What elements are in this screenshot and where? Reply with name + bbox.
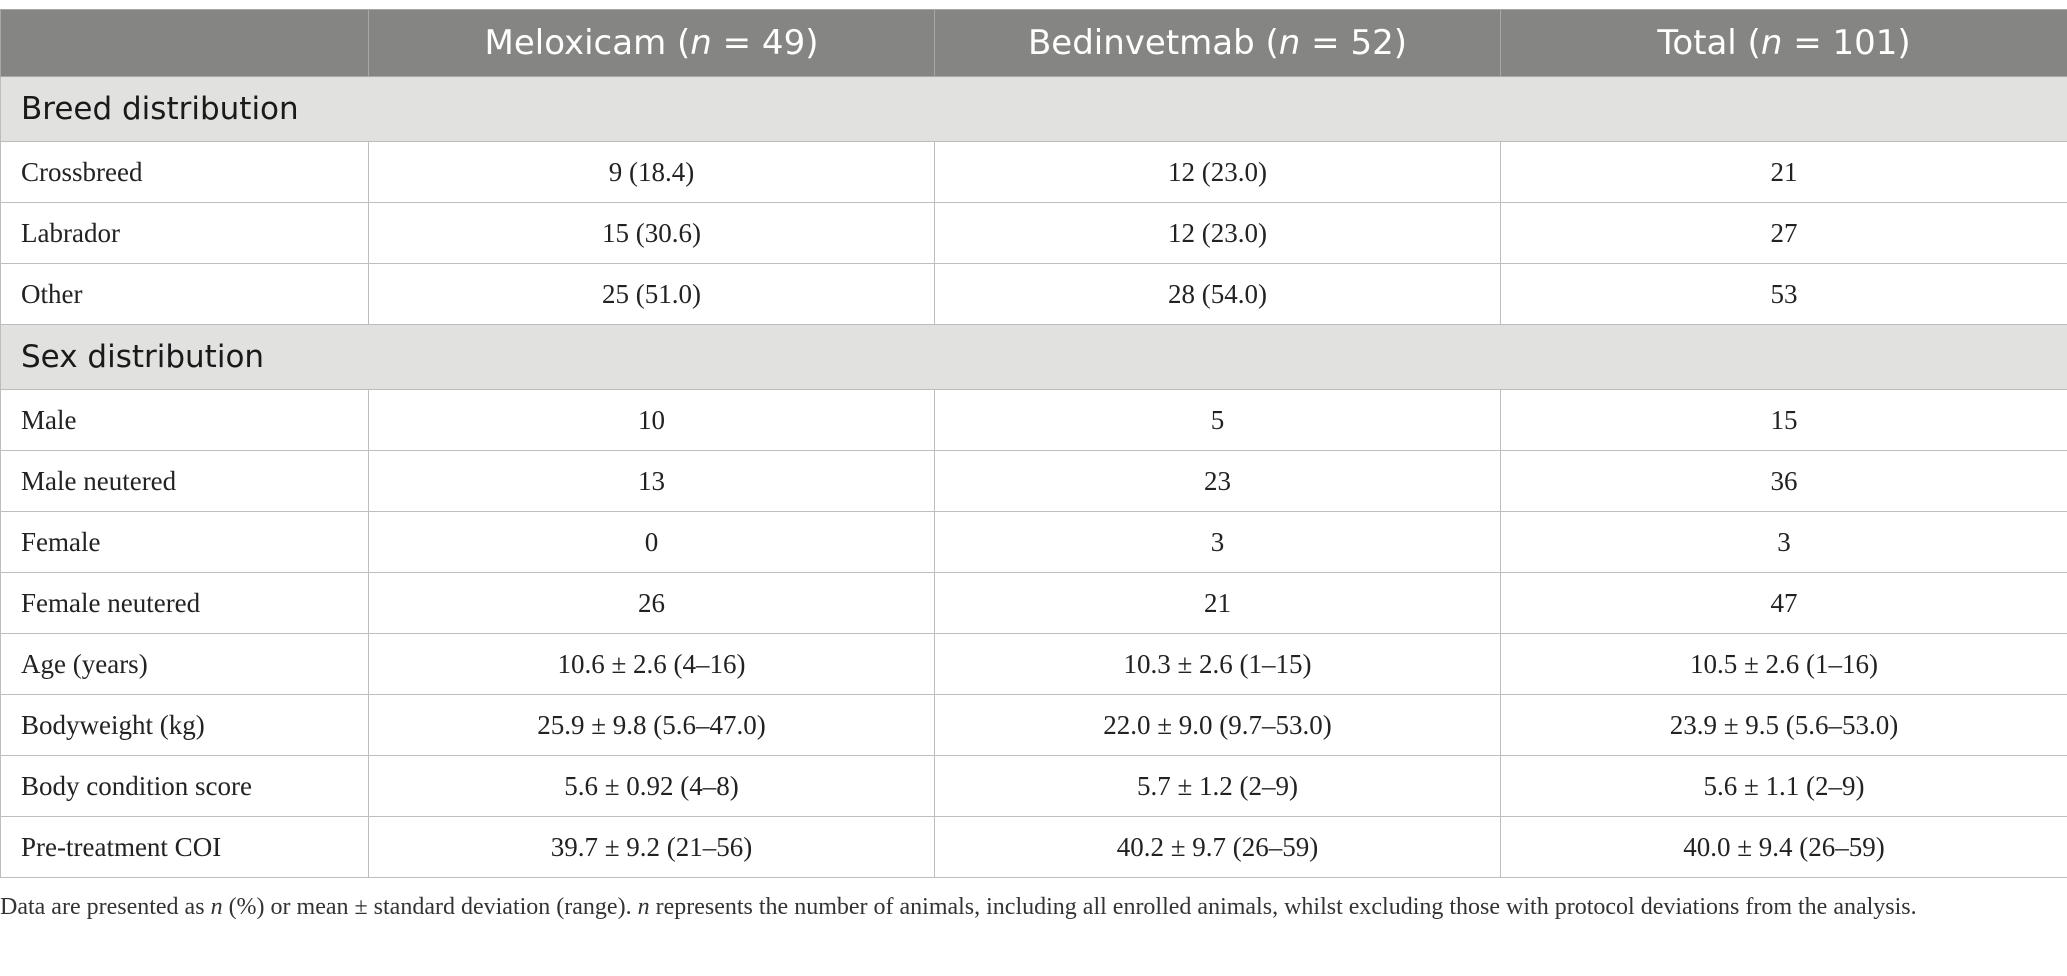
table-row: Other 25 (51.0) 28 (54.0) 53 <box>0 263 2067 325</box>
cell-bedinvetmab: 10.3 ± 2.6 (1–15) <box>934 633 1501 695</box>
cell-total: 36 <box>1500 450 2067 512</box>
section-title: Sex distribution <box>0 324 2067 390</box>
cell-total: 53 <box>1500 263 2067 325</box>
cell-bedinvetmab: 21 <box>934 572 1501 634</box>
cell-meloxicam: 0 <box>368 511 935 573</box>
footnote-part2: (%) or mean ± standard deviation (range)… <box>222 894 638 920</box>
row-label: Female neutered <box>0 572 369 634</box>
table-body: Breed distribution Crossbreed 9 (18.4) 1… <box>0 76 2067 878</box>
header-cell-meloxicam: Meloxicam (n = 49) <box>368 9 935 77</box>
table-row: Female 0 3 3 <box>0 511 2067 573</box>
cell-meloxicam: 13 <box>368 450 935 512</box>
header-cell-blank <box>0 9 369 77</box>
footnote-n2: n <box>637 894 650 920</box>
cell-total: 3 <box>1500 511 2067 573</box>
cell-total: 23.9 ± 9.5 (5.6–53.0) <box>1500 694 2067 756</box>
cell-meloxicam: 26 <box>368 572 935 634</box>
cell-bedinvetmab: 5 <box>934 389 1501 451</box>
header-total-post: = 101) <box>1782 23 1911 63</box>
table-row: Male neutered 13 23 36 <box>0 450 2067 512</box>
row-label: Female <box>0 511 369 573</box>
row-label: Male neutered <box>0 450 369 512</box>
cell-total: 21 <box>1500 141 2067 203</box>
header-cell-bedinvetmab: Bedinvetmab (n = 52) <box>934 9 1501 77</box>
row-label: Body condition score <box>0 755 369 817</box>
section-row-breed: Breed distribution <box>0 76 2067 142</box>
footnote-n1: n <box>210 894 223 920</box>
table-footnote: Data are presented as n (%) or mean ± st… <box>0 890 2060 924</box>
cell-meloxicam: 5.6 ± 0.92 (4–8) <box>368 755 935 817</box>
cell-bedinvetmab: 5.7 ± 1.2 (2–9) <box>934 755 1501 817</box>
demographics-table-container: Meloxicam (n = 49) Bedinvetmab (n = 52) … <box>0 9 2067 878</box>
table-row: Body condition score 5.6 ± 0.92 (4–8) 5.… <box>0 755 2067 817</box>
cell-meloxicam: 25 (51.0) <box>368 263 935 325</box>
cell-bedinvetmab: 22.0 ± 9.0 (9.7–53.0) <box>934 694 1501 756</box>
header-bedinvetmab-post: = 52) <box>1300 23 1407 63</box>
header-meloxicam-pre: Meloxicam ( <box>484 23 691 63</box>
table-row: Bodyweight (kg) 25.9 ± 9.8 (5.6–47.0) 22… <box>0 694 2067 756</box>
cell-meloxicam: 10 <box>368 389 935 451</box>
demographics-table: Meloxicam (n = 49) Bedinvetmab (n = 52) … <box>0 9 2067 878</box>
row-label: Bodyweight (kg) <box>0 694 369 756</box>
table-row: Crossbreed 9 (18.4) 12 (23.0) 21 <box>0 141 2067 203</box>
footnote-part1: Data are presented as <box>0 894 211 920</box>
cell-bedinvetmab: 40.2 ± 9.7 (26–59) <box>934 816 1501 878</box>
cell-meloxicam: 9 (18.4) <box>368 141 935 203</box>
table-row: Male 10 5 15 <box>0 389 2067 451</box>
cell-meloxicam: 10.6 ± 2.6 (4–16) <box>368 633 935 695</box>
cell-bedinvetmab: 12 (23.0) <box>934 141 1501 203</box>
row-label: Age (years) <box>0 633 369 695</box>
row-label: Male <box>0 389 369 451</box>
header-total-n: n <box>1760 23 1783 63</box>
cell-meloxicam: 39.7 ± 9.2 (21–56) <box>368 816 935 878</box>
row-label: Labrador <box>0 202 369 264</box>
header-meloxicam-post: = 49) <box>711 23 819 63</box>
footnote-part3: represents the number of animals, includ… <box>649 894 1917 920</box>
cell-total: 47 <box>1500 572 2067 634</box>
cell-bedinvetmab: 3 <box>934 511 1501 573</box>
row-label: Crossbreed <box>0 141 369 203</box>
cell-bedinvetmab: 12 (23.0) <box>934 202 1501 264</box>
header-bedinvetmab-n: n <box>1278 23 1301 63</box>
table-row: Pre-treatment COI 39.7 ± 9.2 (21–56) 40.… <box>0 816 2067 878</box>
cell-meloxicam: 25.9 ± 9.8 (5.6–47.0) <box>368 694 935 756</box>
cell-bedinvetmab: 23 <box>934 450 1501 512</box>
cell-total: 10.5 ± 2.6 (1–16) <box>1500 633 2067 695</box>
table-header: Meloxicam (n = 49) Bedinvetmab (n = 52) … <box>0 9 2067 77</box>
cell-total: 15 <box>1500 389 2067 451</box>
row-label: Pre-treatment COI <box>0 816 369 878</box>
section-title: Breed distribution <box>0 76 2067 142</box>
cell-total: 40.0 ± 9.4 (26–59) <box>1500 816 2067 878</box>
header-row: Meloxicam (n = 49) Bedinvetmab (n = 52) … <box>0 9 2067 77</box>
section-row-sex: Sex distribution <box>0 324 2067 390</box>
cell-meloxicam: 15 (30.6) <box>368 202 935 264</box>
header-cell-total: Total (n = 101) <box>1500 9 2067 77</box>
table-row: Age (years) 10.6 ± 2.6 (4–16) 10.3 ± 2.6… <box>0 633 2067 695</box>
table-row: Female neutered 26 21 47 <box>0 572 2067 634</box>
header-total-pre: Total ( <box>1657 23 1761 63</box>
cell-total: 5.6 ± 1.1 (2–9) <box>1500 755 2067 817</box>
header-meloxicam-n: n <box>690 23 712 63</box>
row-label: Other <box>0 263 369 325</box>
cell-total: 27 <box>1500 202 2067 264</box>
cell-bedinvetmab: 28 (54.0) <box>934 263 1501 325</box>
table-row: Labrador 15 (30.6) 12 (23.0) 27 <box>0 202 2067 264</box>
header-bedinvetmab-pre: Bedinvetmab ( <box>1027 23 1279 63</box>
